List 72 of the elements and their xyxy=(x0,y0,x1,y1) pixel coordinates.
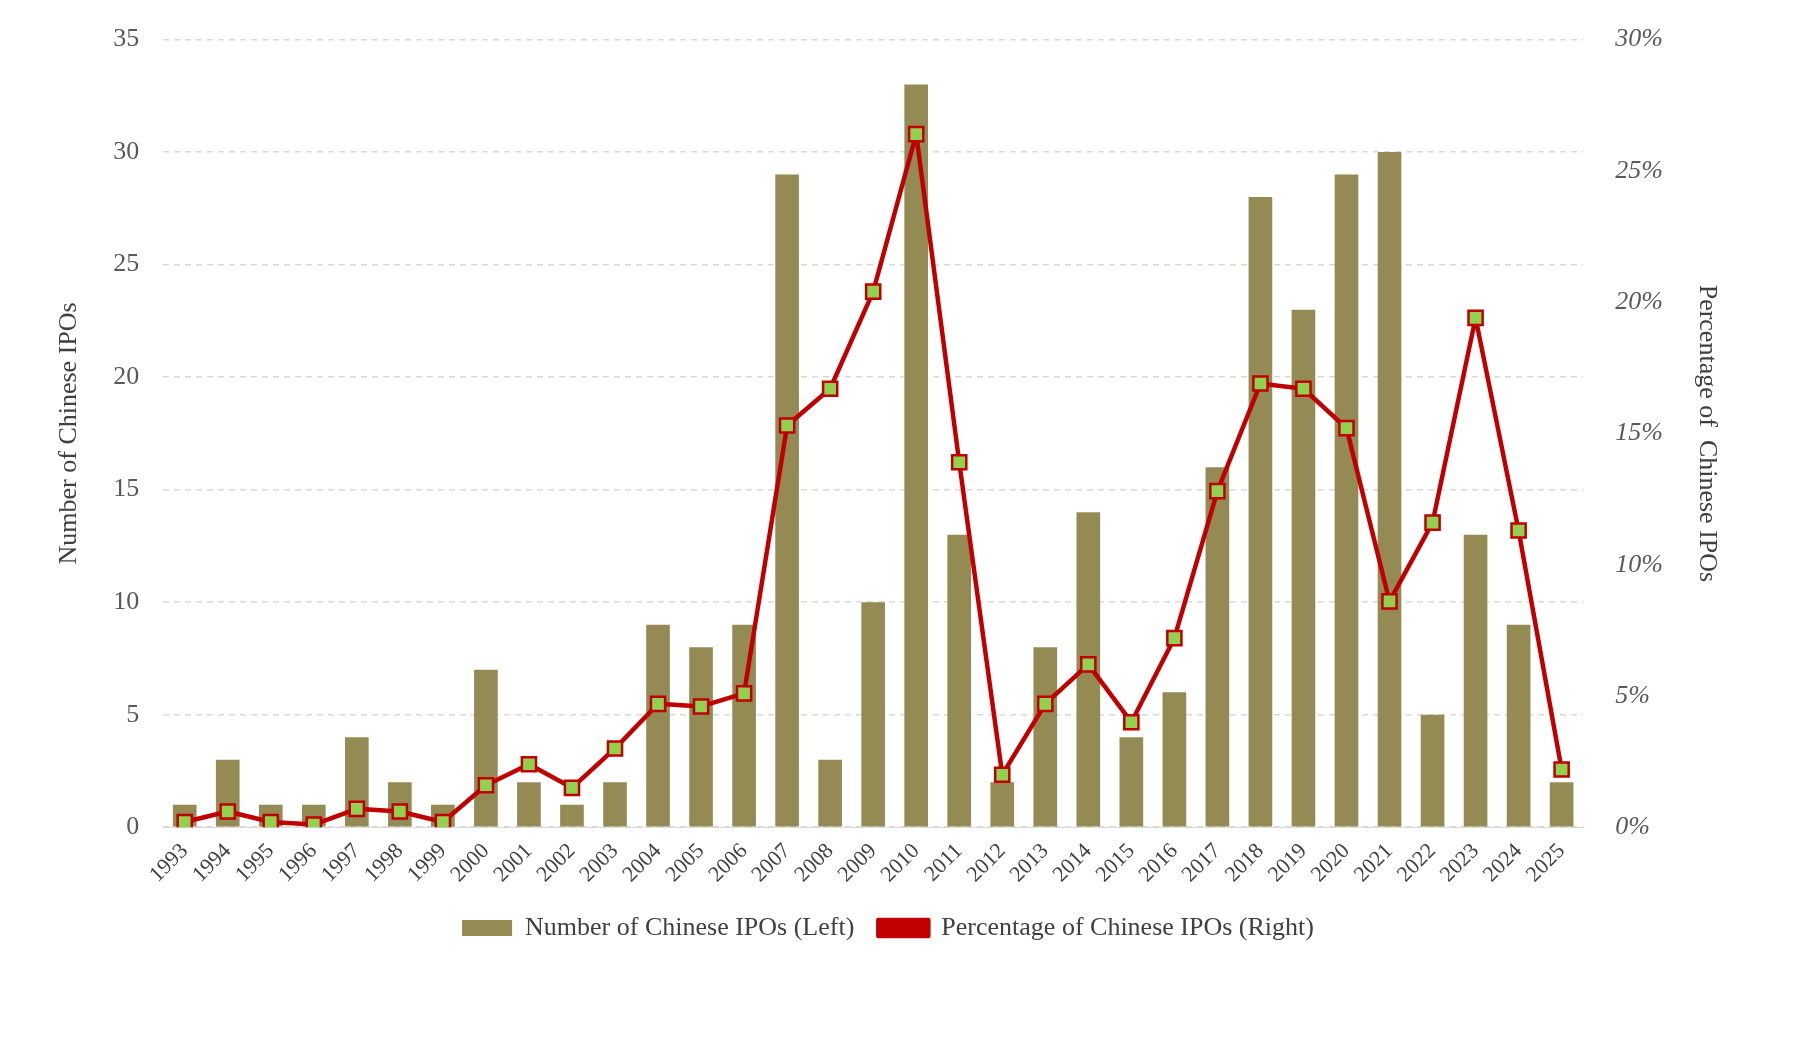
point xyxy=(219,803,237,820)
point xyxy=(735,685,753,702)
bar xyxy=(1205,467,1230,827)
bar xyxy=(861,602,885,827)
bar xyxy=(1377,152,1402,827)
y2-tick-label: 10% xyxy=(1615,548,1663,578)
y2-tick-label: 0% xyxy=(1615,811,1650,841)
legend-label: Percentage of Chinese IPOs (Right) xyxy=(941,911,1314,941)
point xyxy=(1295,380,1312,398)
bar xyxy=(1119,737,1144,827)
point xyxy=(1553,761,1570,778)
bar xyxy=(1463,534,1488,827)
point xyxy=(1510,522,1527,539)
point xyxy=(907,125,925,143)
bar xyxy=(1291,309,1316,827)
bar xyxy=(1420,714,1445,827)
point xyxy=(606,740,624,757)
point xyxy=(1381,593,1398,610)
bar xyxy=(689,647,713,827)
y2-tick-label: 20% xyxy=(1615,285,1663,315)
bar xyxy=(775,174,799,827)
point xyxy=(1338,419,1355,437)
bar xyxy=(904,84,929,827)
bar xyxy=(474,669,498,827)
bar xyxy=(560,804,584,827)
y2-tick-label: 15% xyxy=(1615,417,1663,447)
bar xyxy=(1076,512,1101,827)
y-tick-label: 10 xyxy=(113,586,140,616)
y2-axis-title: Percentage of Chinese IPOs xyxy=(1693,284,1723,583)
point xyxy=(1079,656,1097,673)
y-axis-title: Number of Chinese IPOs xyxy=(53,302,83,565)
point xyxy=(950,453,968,471)
point xyxy=(348,800,366,818)
point xyxy=(1252,375,1269,392)
point xyxy=(1123,713,1140,731)
y-tick-label: 20 xyxy=(113,360,140,390)
point xyxy=(864,283,882,300)
bar xyxy=(1033,647,1058,827)
bar xyxy=(818,759,842,827)
bar xyxy=(1334,174,1359,827)
bar xyxy=(1248,197,1273,827)
point xyxy=(821,380,839,398)
point xyxy=(477,776,495,794)
y-tick-label: 25 xyxy=(113,248,140,278)
bar xyxy=(1162,692,1187,827)
point xyxy=(1467,309,1484,327)
bar xyxy=(1506,624,1531,827)
y2-tick-label: 30% xyxy=(1614,23,1663,53)
point xyxy=(1166,629,1183,647)
point xyxy=(1424,514,1441,531)
point xyxy=(649,695,667,713)
point xyxy=(692,698,710,715)
bar xyxy=(1549,782,1574,827)
y2-tick-label: 5% xyxy=(1615,679,1650,709)
legend-label: Number of Chinese IPOs (Left) xyxy=(525,911,855,941)
bar xyxy=(646,624,670,827)
y-tick-label: 0 xyxy=(126,811,140,841)
point xyxy=(1209,482,1226,500)
point xyxy=(1036,695,1054,713)
bar xyxy=(947,534,972,827)
point xyxy=(993,766,1011,784)
y-tick-label: 30 xyxy=(113,135,140,165)
y-tick-label: 35 xyxy=(113,23,140,53)
point xyxy=(520,755,538,773)
point xyxy=(563,779,581,797)
bar xyxy=(990,782,1015,827)
y-tick-label: 5 xyxy=(126,698,140,728)
y-tick-label: 15 xyxy=(113,473,140,503)
y2-tick-label: 25% xyxy=(1615,154,1663,184)
point xyxy=(778,417,796,434)
bar xyxy=(517,782,541,827)
bar xyxy=(603,782,627,827)
